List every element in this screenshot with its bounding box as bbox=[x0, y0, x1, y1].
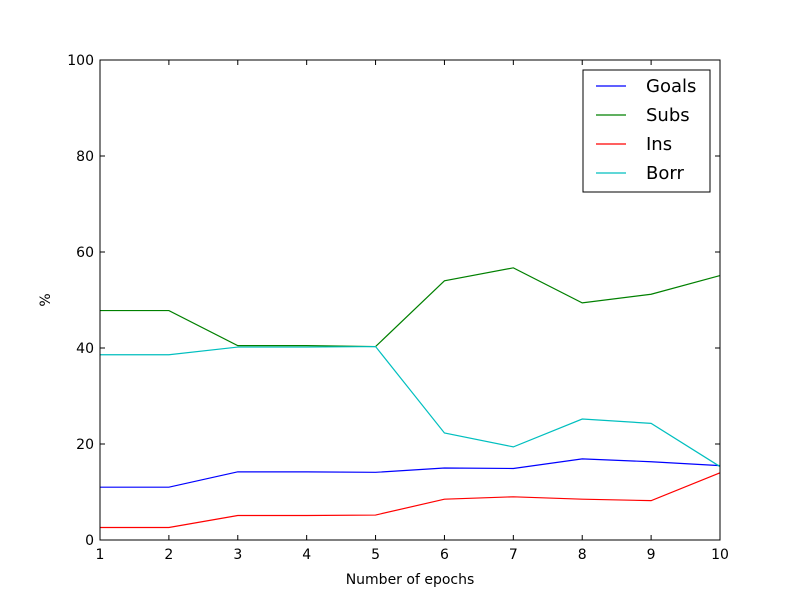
x-tick-label: 10 bbox=[711, 547, 729, 563]
y-tick-label: 60 bbox=[76, 245, 94, 261]
x-tick-label: 9 bbox=[647, 547, 656, 563]
series-line-ins bbox=[100, 472, 721, 529]
x-tick-label: 8 bbox=[578, 547, 587, 563]
legend-label-ins: Ins bbox=[646, 134, 672, 155]
legend-label-subs: Subs bbox=[646, 105, 690, 126]
x-tick-label: 7 bbox=[509, 547, 518, 563]
y-axis-title: % bbox=[38, 293, 54, 306]
x-tick-label: 4 bbox=[302, 547, 311, 563]
y-tick-label: 0 bbox=[85, 533, 94, 549]
legend: Goals Subs Ins Borr bbox=[582, 69, 711, 193]
series-line-borr bbox=[100, 345, 721, 468]
y-tick-label: 100 bbox=[67, 53, 94, 69]
x-axis-title: Number of epochs bbox=[346, 572, 475, 588]
x-tick-label: 3 bbox=[233, 547, 242, 563]
y-tick-label: 20 bbox=[76, 437, 94, 453]
x-tick-label: 6 bbox=[440, 547, 449, 563]
series-line-subs bbox=[100, 267, 721, 348]
legend-label-borr: Borr bbox=[646, 163, 684, 184]
legend-box bbox=[582, 69, 711, 193]
y-tick-label: 80 bbox=[76, 149, 94, 165]
x-tick-label: 1 bbox=[96, 547, 105, 563]
x-tick-label: 5 bbox=[371, 547, 380, 563]
series-line-goals bbox=[100, 458, 721, 488]
x-tick-label: 2 bbox=[164, 547, 173, 563]
series-layer bbox=[100, 267, 721, 529]
plot-frame bbox=[99, 59, 721, 541]
y-tick-label: 40 bbox=[76, 341, 94, 357]
legend-label-goals: Goals bbox=[646, 76, 696, 97]
